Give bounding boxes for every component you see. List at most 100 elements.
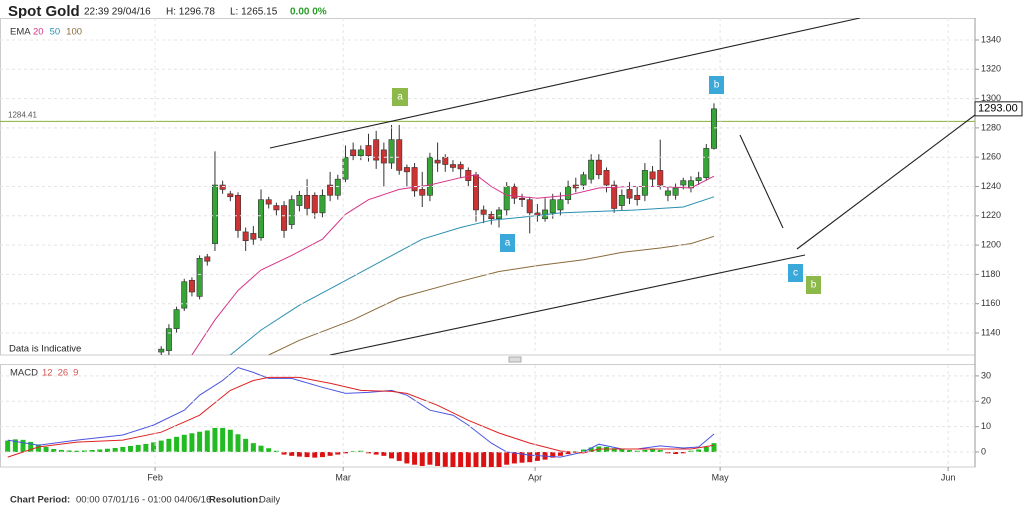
histogram-bar <box>504 452 510 465</box>
macd-title: MACD <box>10 368 38 379</box>
y-tick-label: 1140 <box>981 327 1000 337</box>
histogram-bar <box>166 438 172 453</box>
candle-body <box>227 193 234 198</box>
wave-label: a <box>505 238 511 249</box>
histogram-bar <box>5 440 11 453</box>
x-tick-label: Apr <box>528 472 542 482</box>
last-price-label: 1293.00 <box>978 103 1018 115</box>
candle-body <box>511 186 518 199</box>
histogram-bar <box>51 448 57 453</box>
histogram-bar <box>481 452 487 467</box>
histogram-bar <box>619 448 625 453</box>
candle-body <box>664 190 671 196</box>
y-tick-label: 1220 <box>981 210 1001 220</box>
y-tick-label: 1180 <box>981 269 1000 279</box>
histogram-bar <box>550 452 556 458</box>
histogram-bar <box>696 449 702 453</box>
histogram-bar <box>588 447 594 453</box>
candle-body <box>158 348 165 353</box>
histogram-bar <box>66 450 72 453</box>
macd-param: 12 <box>42 368 53 379</box>
timestamp: 22:39 29/04/16 <box>84 7 151 18</box>
candle-body <box>695 177 702 181</box>
candle-body <box>403 167 410 173</box>
candle-body <box>319 194 326 214</box>
candle-body <box>457 164 464 170</box>
y-tick-label: 1320 <box>981 64 1001 74</box>
macd-line <box>7 376 715 458</box>
candle-body <box>680 180 687 186</box>
histogram-bar <box>12 439 18 453</box>
legend-entry: 50 <box>50 27 61 38</box>
histogram-bar <box>711 443 717 453</box>
candle-body <box>519 197 526 200</box>
resolution-value: Daily <box>259 495 280 506</box>
histogram-bar <box>703 446 709 453</box>
candle-body <box>173 309 180 329</box>
histogram-bar <box>565 452 571 455</box>
histogram-bar <box>665 452 671 454</box>
trend-line <box>269 18 861 149</box>
histogram-bar <box>89 450 95 453</box>
histogram-bar <box>342 452 348 454</box>
histogram-bar <box>657 450 663 453</box>
histogram-bar <box>189 433 195 453</box>
histogram-bar <box>258 445 264 453</box>
histogram-bar <box>488 452 494 467</box>
x-tick-label: Mar <box>335 472 351 482</box>
candle-body <box>242 231 249 242</box>
histogram-bar <box>128 445 134 453</box>
histogram-bar <box>473 452 479 467</box>
candle-body <box>296 194 303 206</box>
candle-body <box>657 170 664 186</box>
candle-body <box>434 159 441 164</box>
histogram-bar <box>235 434 241 453</box>
histogram-bar <box>427 452 433 465</box>
wave-label-box <box>709 76 724 94</box>
histogram-bar <box>404 452 410 464</box>
histogram-bar <box>120 446 126 453</box>
ema-line <box>268 235 715 355</box>
candle-body <box>188 279 195 293</box>
histogram-bar <box>496 452 502 467</box>
candle-body <box>419 189 426 196</box>
candle-body <box>488 214 495 220</box>
histogram-bar <box>611 448 617 453</box>
candle-body <box>250 233 257 240</box>
histogram-bar <box>573 451 579 453</box>
trend-line <box>796 114 975 250</box>
low-readout: L: 1265.15 <box>230 7 278 18</box>
histogram-bar <box>419 452 425 466</box>
histogram-bar <box>650 449 656 453</box>
candle-body <box>265 199 272 205</box>
candle-body <box>496 209 503 220</box>
histogram-bar <box>143 443 149 453</box>
y-tick-label: 10 <box>981 421 991 431</box>
trend-lines <box>269 18 975 355</box>
histogram-bar <box>673 452 679 455</box>
histogram-bar <box>389 452 395 459</box>
histogram-bar <box>534 452 540 461</box>
wave-label-box <box>500 234 515 252</box>
histogram-bar <box>511 452 517 464</box>
candle-body <box>618 194 625 206</box>
wave-label: c <box>793 268 798 279</box>
candle-body <box>181 281 188 309</box>
candle-body <box>373 139 380 161</box>
histogram-bar <box>250 443 256 453</box>
histogram-bar <box>580 449 586 453</box>
histogram-bar <box>212 427 218 453</box>
period-label: Chart Period: <box>10 495 70 506</box>
panel-resize-handle[interactable] <box>508 356 522 363</box>
histogram-bar <box>327 452 333 456</box>
histogram-bar <box>435 452 441 466</box>
histogram-bar <box>350 451 356 453</box>
x-tick-label: May <box>712 472 730 482</box>
candle-body <box>426 156 433 196</box>
candle-body <box>626 189 633 199</box>
histogram-bar <box>642 450 648 453</box>
candle-body <box>672 187 679 196</box>
histogram-bar <box>281 452 287 455</box>
histogram-bar <box>58 450 64 453</box>
candle-body <box>472 174 479 211</box>
